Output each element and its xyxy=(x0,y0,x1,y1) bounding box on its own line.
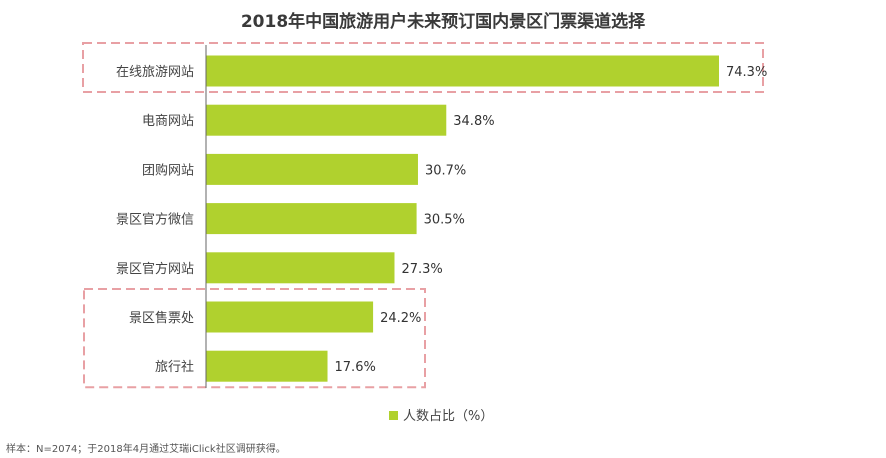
chart-title: 2018年中国旅游用户未来预订国内景区门票渠道选择 xyxy=(241,11,646,32)
category-label: 旅行社 xyxy=(155,359,194,375)
bar xyxy=(206,350,328,382)
bar xyxy=(206,301,374,333)
legend-label: 人数占比（%） xyxy=(403,409,493,424)
bar xyxy=(206,153,418,185)
data-label: 17.6% xyxy=(335,360,376,375)
category-label: 团购网站 xyxy=(142,162,194,178)
source-note: 样本：N=2074；于2018年4月通过艾瑞iClick社区调研获得。 xyxy=(6,442,286,455)
highlight-boxes xyxy=(82,42,764,389)
legend-swatch xyxy=(389,411,398,420)
data-labels: 74.3% 34.8% 30.7% 30.5% 27.3% 24.2% 17.6% xyxy=(335,65,768,375)
data-label: 74.3% xyxy=(726,65,767,80)
highlight-box xyxy=(83,288,426,389)
category-label: 景区售票处 xyxy=(129,310,194,326)
bar xyxy=(206,55,719,87)
bar xyxy=(206,203,417,235)
data-label: 34.8% xyxy=(453,114,494,129)
data-label: 27.3% xyxy=(401,262,442,277)
legend: 人数占比（%） xyxy=(389,409,493,424)
category-label: 在线旅游网站 xyxy=(116,65,194,80)
data-label: 30.5% xyxy=(424,213,465,228)
bar xyxy=(206,252,395,284)
bar xyxy=(206,104,447,136)
highlight-box xyxy=(82,42,764,93)
category-label: 景区官方微信 xyxy=(116,212,194,228)
bars xyxy=(206,55,719,382)
data-label: 24.2% xyxy=(380,311,421,326)
category-label: 景区官方网站 xyxy=(116,261,194,277)
data-label: 30.7% xyxy=(425,163,466,178)
category-label: 电商网站 xyxy=(142,114,194,129)
